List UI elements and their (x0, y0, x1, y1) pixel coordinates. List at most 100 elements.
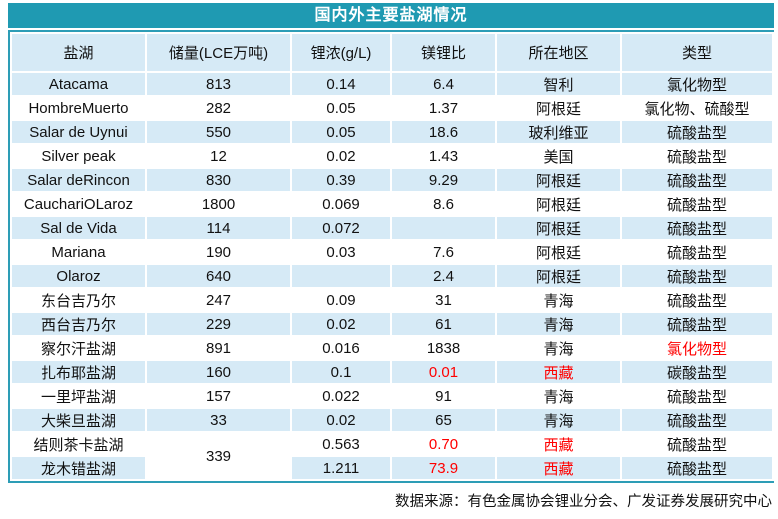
table-row: Silver peak 12 0.02 1.43 美国 硫酸盐型 (10, 143, 774, 169)
cell-region: 青海 (495, 311, 622, 337)
cell-region: 阿根廷 (495, 215, 622, 241)
cell-region: 青海 (495, 287, 622, 313)
cell-type: 硫酸盐型 (620, 167, 774, 193)
cell-mg-li-ratio: 0.70 (390, 431, 497, 457)
cell-li-concentration: 0.14 (290, 71, 392, 97)
cell-type: 硫酸盐型 (620, 431, 774, 457)
column-header-mg-li-ratio: 镁锂比 (390, 32, 497, 73)
cell-reserve: 12 (145, 143, 292, 169)
cell-li-concentration: 0.09 (290, 287, 392, 313)
data-source: 数据来源：有色金属协会锂业分会、广发证券发展研究中心 (395, 494, 772, 510)
cell-li-concentration: 0.022 (290, 383, 392, 409)
cell-type: 硫酸盐型 (620, 263, 774, 289)
cell-reserve: 891 (145, 335, 292, 361)
cell-type: 硫酸盐型 (620, 215, 774, 241)
cell-reserve: 157 (145, 383, 292, 409)
cell-type: 硫酸盐型 (620, 407, 774, 433)
cell-mg-li-ratio: 0.01 (390, 359, 497, 385)
table-row: Atacama 813 0.14 6.4 智利 氯化物型 (10, 71, 774, 97)
cell-lake-name: 龙木错盐湖 (10, 455, 147, 481)
cell-li-concentration: 0.05 (290, 95, 392, 121)
cell-lake-name: Olaroz (10, 263, 147, 289)
cell-lake-name: 西台吉乃尔 (10, 311, 147, 337)
cell-li-concentration: 0.02 (290, 407, 392, 433)
cell-mg-li-ratio: 65 (390, 407, 497, 433)
cell-reserve: 1800 (145, 191, 292, 217)
cell-mg-li-ratio: 7.6 (390, 239, 497, 265)
cell-li-concentration: 0.02 (290, 143, 392, 169)
cell-region: 西藏 (495, 455, 622, 481)
table-row: 一里坪盐湖 157 0.022 91 青海 硫酸盐型 (10, 383, 774, 409)
cell-lake-name: Silver peak (10, 143, 147, 169)
column-header-reserve: 储量(LCE万吨) (145, 32, 292, 73)
cell-lake-name: Salar deRincon (10, 167, 147, 193)
table-frame: 盐湖 储量(LCE万吨) 锂浓(g/L) 镁锂比 所在地区 类型 Atacama 813 0.… (8, 30, 774, 483)
column-header-region: 所在地区 (495, 32, 622, 73)
cell-li-concentration: 0.563 (290, 431, 392, 457)
header-row: 盐湖 储量(LCE万吨) 锂浓(g/L) 镁锂比 所在地区 类型 (10, 32, 774, 73)
cell-li-concentration: 1.211 (290, 455, 392, 481)
table-row: Olaroz 640 2.4 阿根廷 硫酸盐型 (10, 263, 774, 289)
table-body: Atacama 813 0.14 6.4 智利 氯化物型 HombreMuerto 282 0.… (10, 71, 774, 481)
table-row: Salar de Uynui 550 0.05 18.6 玻利维亚 硫酸盐型 (10, 119, 774, 145)
cell-li-concentration: 0.016 (290, 335, 392, 361)
table-row: Salar deRincon 830 0.39 9.29 阿根廷 硫酸盐型 (10, 167, 774, 193)
cell-type: 氯化物型 (620, 335, 774, 361)
cell-li-concentration: 0.069 (290, 191, 392, 217)
cell-lake-name: Mariana (10, 239, 147, 265)
table-row: CauchariOLaroz 1800 0.069 8.6 阿根廷 硫酸盐型 (10, 191, 774, 217)
cell-reserve: 550 (145, 119, 292, 145)
cell-region: 阿根廷 (495, 167, 622, 193)
cell-region: 西藏 (495, 359, 622, 385)
column-header-li-concentration: 锂浓(g/L) (290, 32, 392, 73)
table-row: HombreMuerto 282 0.05 1.37 阿根廷 氯化物、硫酸型 (10, 95, 774, 121)
cell-region: 阿根廷 (495, 191, 622, 217)
cell-region: 阿根廷 (495, 95, 622, 121)
cell-reserve: 114 (145, 215, 292, 241)
cell-region: 智利 (495, 71, 622, 97)
cell-li-concentration: 0.1 (290, 359, 392, 385)
cell-li-concentration: 0.072 (290, 215, 392, 241)
table-row: 大柴旦盐湖 33 0.02 65 青海 硫酸盐型 (10, 407, 774, 433)
cell-reserve: 160 (145, 359, 292, 385)
cell-mg-li-ratio: 6.4 (390, 71, 497, 97)
table-row: 结则茶卡盐湖 339 0.563 0.70 西藏 硫酸盐型 (10, 431, 774, 481)
cell-type: 氯化物型 (620, 71, 774, 97)
cell-type: 硫酸盐型 (620, 455, 774, 481)
table-header: 盐湖 储量(LCE万吨) 锂浓(g/L) 镁锂比 所在地区 类型 (10, 32, 774, 73)
table-row: 察尔汗盐湖 891 0.016 1838 青海 氯化物型 (10, 335, 774, 361)
cell-mg-li-ratio: 91 (390, 383, 497, 409)
cell-reserve: 813 (145, 71, 292, 97)
table-row: 东台吉乃尔 247 0.09 31 青海 硫酸盐型 (10, 287, 774, 313)
cell-li-concentration: 0.39 (290, 167, 392, 193)
cell-lake-name: CauchariOLaroz (10, 191, 147, 217)
cell-mg-li-ratio: 73.9 (390, 455, 497, 481)
cell-mg-li-ratio: 8.6 (390, 191, 497, 217)
cell-lake-name: HombreMuerto (10, 95, 147, 121)
cell-lake-name: Atacama (10, 71, 147, 97)
cell-mg-li-ratio: 18.6 (390, 119, 497, 145)
cell-mg-li-ratio: 31 (390, 287, 497, 313)
cell-mg-li-ratio (390, 215, 497, 241)
cell-lake-name: 大柴旦盐湖 (10, 407, 147, 433)
salt-lake-table: 盐湖 储量(LCE万吨) 锂浓(g/L) 镁锂比 所在地区 类型 Atacama 813 0.… (10, 32, 774, 481)
table-row: 西台吉乃尔 229 0.02 61 青海 硫酸盐型 (10, 311, 774, 337)
cell-reserve: 640 (145, 263, 292, 289)
table-row: 龙木错盐湖 1.211 73.9 西藏 硫酸盐型 (10, 455, 774, 481)
cell-reserve: 339 (145, 431, 292, 481)
cell-lake-name: 察尔汗盐湖 (10, 335, 147, 361)
cell-reserve: 229 (145, 311, 292, 337)
table-row: Sal de Vida 114 0.072 阿根廷 硫酸盐型 (10, 215, 774, 241)
cell-mg-li-ratio: 2.4 (390, 263, 497, 289)
cell-type: 硫酸盐型 (620, 383, 774, 409)
cell-type: 硫酸盐型 (620, 143, 774, 169)
cell-region: 玻利维亚 (495, 119, 622, 145)
cell-reserve: 282 (145, 95, 292, 121)
cell-li-concentration: 0.03 (290, 239, 392, 265)
cell-region: 青海 (495, 407, 622, 433)
cell-type: 氯化物、硫酸型 (620, 95, 774, 121)
cell-mg-li-ratio: 9.29 (390, 167, 497, 193)
cell-lake-name: Salar de Uynui (10, 119, 147, 145)
cell-region: 阿根廷 (495, 239, 622, 265)
cell-li-concentration: 0.05 (290, 119, 392, 145)
